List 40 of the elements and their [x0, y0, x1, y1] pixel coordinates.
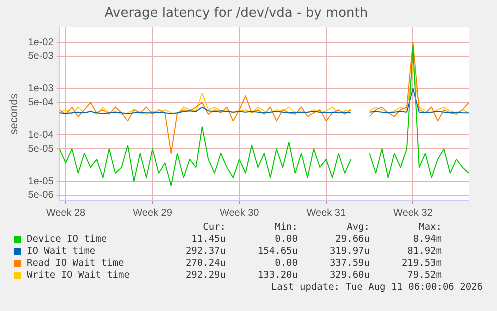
y-tick-label: 5e-04: [28, 98, 54, 109]
text: 29.66u: [334, 234, 371, 246]
text: 0.00: [274, 258, 299, 270]
text: Max:: [418, 222, 443, 234]
text: 11.45u: [190, 234, 227, 246]
text: 133.20u: [256, 270, 299, 282]
text: Avg:: [346, 222, 371, 234]
x-tick-label: Week 29: [133, 208, 173, 219]
y-tick-label: 5e-05: [28, 144, 54, 155]
y-tick-label: 1e-04: [28, 130, 54, 141]
text: 292.29u: [184, 270, 227, 282]
legend-label: Device IO time: [27, 234, 108, 245]
y-tick-label: 1e-03: [28, 84, 54, 95]
text: Last update: Tue Aug 11 06:00:06 2026: [271, 282, 483, 293]
y-axis-title: seconds: [8, 93, 21, 135]
text: 329.60u: [328, 270, 371, 282]
text: Min:: [274, 222, 299, 234]
legend-label: IO Wait time: [27, 246, 96, 257]
text: 270.24u: [184, 258, 227, 270]
y-tick-label: 1e-02: [28, 37, 54, 48]
x-tick-label: Week 28: [46, 208, 86, 219]
text: 292.37u: [184, 246, 227, 258]
x-tick-label: Week 32: [394, 208, 434, 219]
text: Cur:: [202, 222, 227, 234]
text: 337.59u: [328, 258, 371, 270]
y-tick-label: 5e-06: [28, 190, 54, 202]
text: 81.92m: [406, 246, 443, 258]
text: 8.94m: [412, 234, 443, 246]
legend-label: Read IO Wait time: [27, 258, 124, 269]
text: 154.65u: [256, 246, 299, 258]
x-tick-label: Week 31: [306, 208, 346, 219]
legend-label: Write IO Wait time: [27, 270, 130, 281]
y-tick-label: 1e-05: [28, 176, 54, 188]
text: 79.52m: [406, 270, 443, 282]
text: 319.97u: [328, 246, 371, 258]
y-tick-label: 5e-03: [28, 51, 54, 62]
text: 0.00: [274, 234, 299, 246]
text: 219.53m: [400, 258, 443, 270]
x-tick-label: Week 30: [220, 208, 260, 219]
chart-title: Average latency for /dev/vda - by month: [104, 6, 368, 22]
